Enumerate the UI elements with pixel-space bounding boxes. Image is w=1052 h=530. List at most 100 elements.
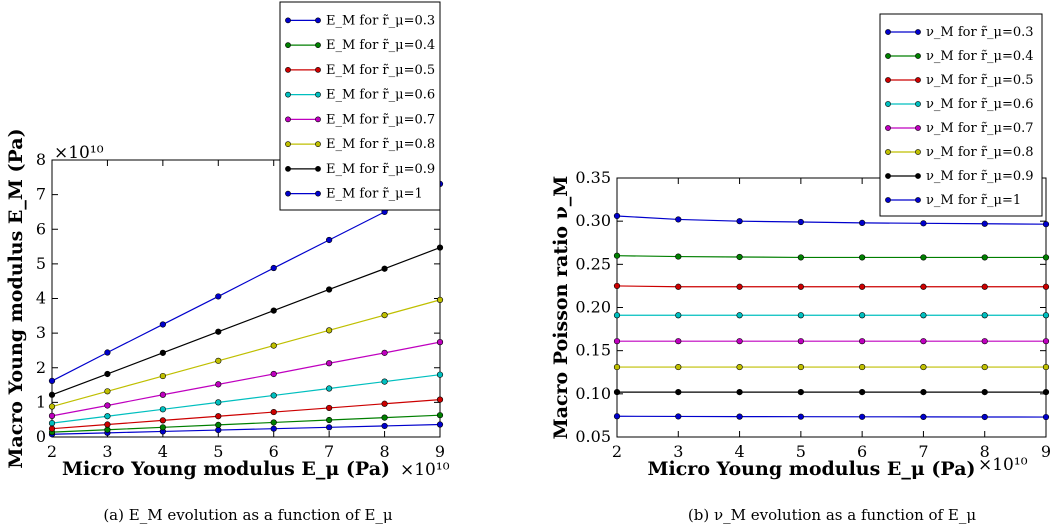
y-axis-label: Macro Poisson ratio ν_M bbox=[550, 176, 572, 440]
data-point bbox=[436, 396, 444, 403]
data-point bbox=[270, 370, 277, 378]
data-point bbox=[381, 378, 388, 385]
x-tick-label: 3 bbox=[102, 442, 112, 461]
legend-marker bbox=[285, 91, 291, 98]
x-tick-label: 6 bbox=[269, 442, 279, 461]
data-point bbox=[797, 218, 804, 226]
legend-entry: E_M for r̃_μ=0.6 bbox=[326, 88, 435, 103]
legend-marker bbox=[885, 125, 891, 131]
data-point bbox=[613, 252, 621, 259]
data-point bbox=[859, 219, 866, 226]
y-axis-multiplier: ×10¹⁰ bbox=[54, 143, 104, 163]
data-point bbox=[270, 419, 277, 426]
data-point bbox=[104, 421, 111, 428]
data-point bbox=[48, 420, 56, 427]
data-point bbox=[159, 406, 166, 413]
data-point bbox=[159, 321, 166, 328]
legend-entry: ν_M for r̃_μ=0.6 bbox=[926, 97, 1034, 112]
y-tick-label: 0 bbox=[36, 427, 46, 446]
data-point bbox=[270, 392, 277, 399]
data-point bbox=[381, 422, 388, 430]
data-point bbox=[270, 408, 277, 416]
series-line bbox=[616, 285, 1046, 288]
data-point bbox=[270, 307, 277, 314]
data-point bbox=[1042, 338, 1050, 345]
series-line bbox=[616, 415, 1047, 418]
y-tick-label: 5 bbox=[36, 254, 46, 273]
x-tick-label: 7 bbox=[918, 442, 928, 461]
series-line bbox=[616, 255, 1046, 259]
data-point bbox=[920, 338, 927, 345]
data-point bbox=[159, 417, 166, 424]
x-tick-label: 5 bbox=[213, 442, 223, 461]
legend-entry: ν_M for r̃_μ=0.8 bbox=[926, 145, 1034, 160]
data-point bbox=[920, 254, 927, 261]
data-point bbox=[797, 389, 804, 396]
legend-marker bbox=[915, 197, 921, 203]
data-point bbox=[736, 312, 743, 319]
data-point bbox=[215, 293, 222, 300]
y-axis-label: Macro Young modulus E_M (Pa) bbox=[5, 128, 27, 468]
data-point bbox=[859, 312, 866, 319]
data-point bbox=[675, 413, 682, 420]
legend-marker bbox=[885, 53, 891, 59]
data-point bbox=[675, 338, 682, 345]
legend-marker bbox=[285, 190, 291, 197]
data-point bbox=[736, 283, 743, 290]
y-tick-label: 2 bbox=[36, 358, 46, 377]
data-point bbox=[981, 254, 988, 261]
figure-caption: (b) ν_M evolution as a function of E_μ bbox=[688, 506, 976, 524]
data-point bbox=[675, 283, 682, 290]
data-point bbox=[381, 265, 388, 272]
x-axis-multiplier: ×10¹⁰ bbox=[400, 460, 450, 480]
data-point bbox=[436, 244, 444, 251]
series-line bbox=[51, 414, 441, 433]
legend-marker bbox=[915, 149, 921, 155]
data-point bbox=[215, 413, 222, 420]
data-point bbox=[215, 357, 222, 364]
data-point bbox=[736, 253, 743, 261]
data-point bbox=[981, 413, 988, 421]
data-point bbox=[381, 414, 388, 421]
data-point bbox=[381, 312, 388, 319]
legend-entry: E_M for r̃_μ=0.4 bbox=[326, 38, 435, 53]
legend-entry: E_M for r̃_μ=0.8 bbox=[326, 137, 435, 152]
data-point bbox=[159, 424, 166, 431]
x-tick-label: 9 bbox=[1041, 442, 1051, 461]
data-point bbox=[159, 391, 166, 398]
x-tick-label: 3 bbox=[673, 442, 683, 461]
data-point bbox=[859, 338, 866, 345]
x-tick-label: 4 bbox=[158, 442, 168, 461]
data-point bbox=[326, 286, 333, 293]
figure-caption: (a) E_M evolution as a function of E_μ bbox=[103, 506, 393, 524]
data-point bbox=[104, 388, 111, 395]
legend-marker bbox=[285, 165, 291, 172]
y-tick-label: 0.05 bbox=[575, 427, 611, 446]
data-point bbox=[797, 312, 804, 319]
series-line bbox=[51, 423, 441, 435]
legend-entry: ν_M for r̃_μ=0.4 bbox=[926, 49, 1034, 64]
series-line bbox=[616, 215, 1047, 225]
data-point bbox=[1042, 363, 1050, 371]
data-point bbox=[436, 296, 444, 303]
plot-frame bbox=[616, 177, 1047, 438]
data-point bbox=[675, 312, 682, 319]
legend-marker bbox=[315, 165, 321, 172]
data-point bbox=[436, 421, 444, 428]
legend-box bbox=[879, 13, 1043, 217]
legend-marker bbox=[315, 66, 321, 73]
data-point bbox=[675, 363, 682, 371]
chart-poisson-ratio: 2 3 4 5 6 7 8 9 0.05 0.10 0.15 0.20 0.25 0.30 0.35 Micr… bbox=[550, 13, 1051, 524]
data-point bbox=[215, 421, 222, 428]
data-point bbox=[797, 254, 804, 261]
data-point bbox=[326, 236, 333, 244]
data-point bbox=[920, 389, 927, 396]
data-point bbox=[215, 328, 222, 335]
legend-marker bbox=[315, 17, 321, 24]
data-point bbox=[981, 312, 988, 319]
legend-marker bbox=[885, 29, 891, 35]
legend-marker bbox=[285, 141, 291, 148]
legend-marker bbox=[915, 53, 921, 59]
x-tick-label: 2 bbox=[612, 442, 622, 461]
